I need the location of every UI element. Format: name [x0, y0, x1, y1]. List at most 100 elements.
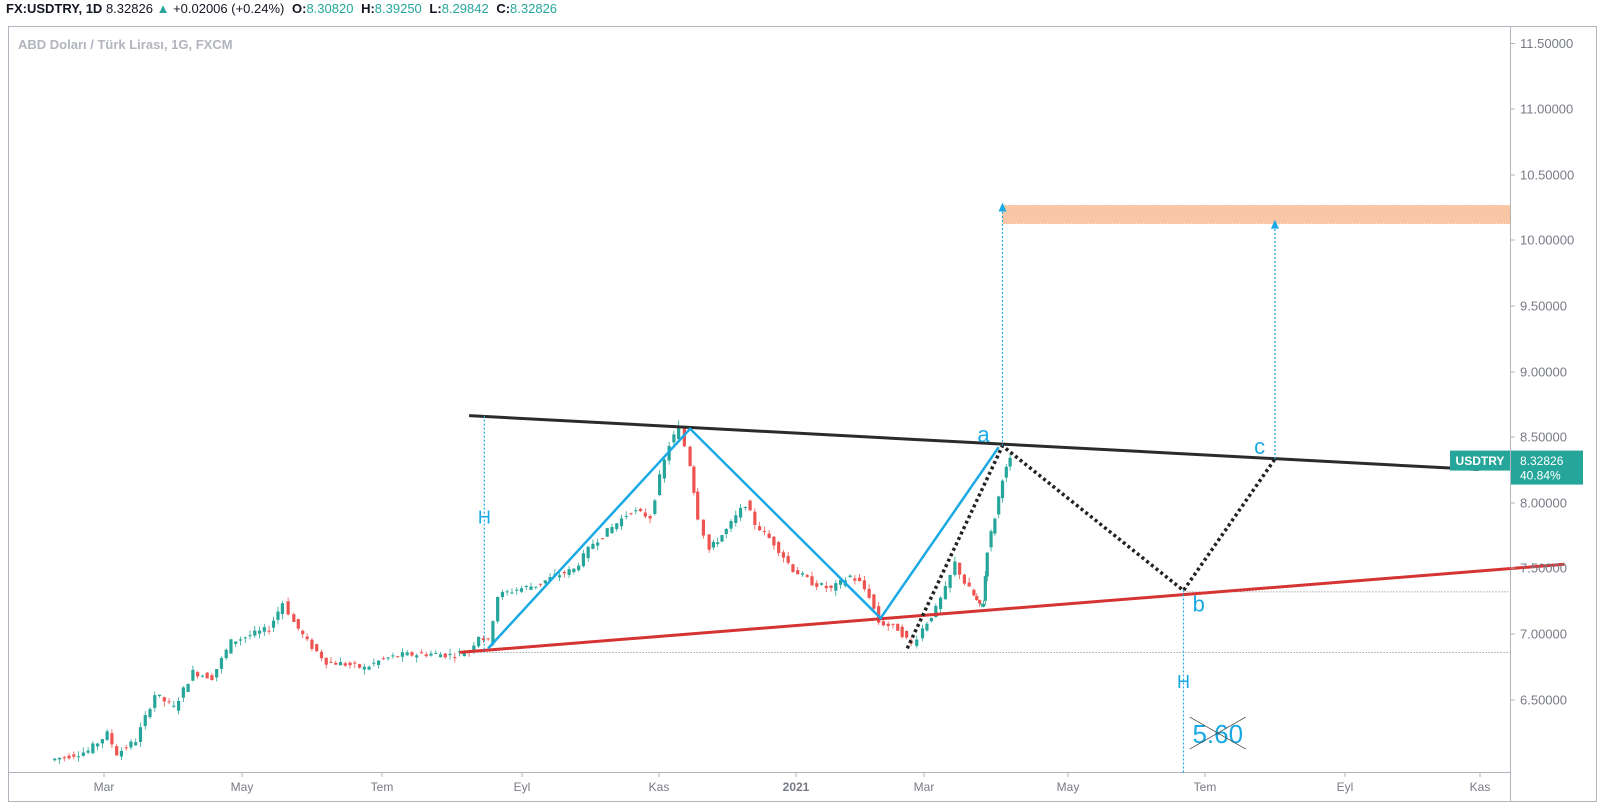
candle-body	[877, 606, 881, 623]
candle-body	[562, 572, 566, 574]
candle-body	[696, 491, 700, 520]
candle-body	[948, 574, 952, 588]
candle-body	[181, 687, 185, 698]
point-label: b	[1193, 592, 1205, 617]
y-tick-label: 8.50000	[1520, 430, 1567, 445]
candle-body	[815, 583, 819, 587]
candle-body	[538, 583, 543, 585]
candle-body	[572, 568, 576, 573]
y-tick-label: 10.00000	[1520, 233, 1574, 248]
last-price: 8.32826	[105, 1, 153, 16]
candle-body	[953, 561, 957, 575]
candle-body	[157, 694, 162, 696]
candle-body	[96, 743, 100, 747]
candle-body	[862, 580, 866, 590]
close-value: 8.32826	[510, 1, 558, 16]
y-tick-label: 8.00000	[1520, 496, 1567, 511]
candle-body	[925, 623, 929, 631]
candle-body	[253, 630, 257, 636]
target-arrow-icon	[1270, 219, 1279, 229]
change-arrow-icon: ▲	[156, 1, 170, 16]
candle-body	[781, 552, 786, 558]
candle-body	[915, 639, 919, 646]
candle-body	[638, 508, 643, 512]
x-tick-label: May	[1057, 780, 1080, 794]
candle-body	[648, 515, 652, 519]
candle-body	[296, 619, 300, 629]
candle-body	[353, 662, 357, 664]
candle-body	[462, 653, 466, 657]
high-value: 8.39250	[374, 1, 422, 16]
candle-body	[891, 623, 895, 625]
candle-body	[53, 758, 57, 761]
candle-body	[707, 534, 711, 550]
candle-body	[805, 575, 809, 577]
candle-body	[215, 669, 219, 678]
candle-body	[176, 700, 181, 711]
x-tick-label: May	[231, 780, 254, 794]
candle-body	[448, 653, 452, 656]
candle-body	[729, 521, 733, 529]
candle-body	[524, 585, 528, 587]
strike-line	[1189, 716, 1246, 750]
candle-body	[510, 592, 514, 594]
candle-body	[534, 586, 538, 588]
candle-body	[605, 528, 609, 537]
candle-body	[186, 683, 190, 693]
candle-body	[267, 630, 271, 632]
candle-body	[1000, 480, 1005, 499]
candle-body	[205, 672, 209, 679]
candle-body	[486, 638, 490, 640]
candle-body	[886, 623, 890, 626]
candle-body	[372, 662, 376, 664]
candle-body	[591, 543, 595, 549]
candle-body	[391, 655, 395, 657]
candle-body	[596, 542, 600, 546]
candle-body	[881, 621, 886, 626]
candle-body	[429, 653, 433, 656]
x-tick-label: Eyl	[514, 780, 531, 794]
candle-body	[586, 546, 590, 559]
candle-body	[167, 701, 171, 703]
candle-body	[619, 518, 624, 527]
candle-body	[682, 427, 686, 447]
candle-body	[348, 662, 352, 666]
y-tick-label: 11.00000	[1520, 102, 1573, 117]
candle-body	[100, 739, 104, 744]
candle-body	[762, 530, 766, 532]
candle-body	[557, 575, 562, 578]
candle-body	[124, 747, 128, 749]
candle-body	[134, 742, 138, 746]
candle-body	[943, 586, 947, 600]
candle-body	[819, 583, 824, 585]
candle-body	[129, 741, 133, 748]
candle-body	[711, 541, 716, 548]
candle-body	[848, 575, 852, 577]
candle-body	[419, 652, 424, 654]
candle-body	[505, 591, 509, 593]
candle-body	[985, 552, 989, 577]
resistance-trendline	[469, 414, 1479, 472]
candle-body	[634, 510, 638, 512]
candle-body	[577, 565, 581, 571]
candle-body	[624, 515, 628, 517]
candle-body	[688, 446, 692, 466]
price-label-symbol: USDTRY	[1456, 454, 1505, 468]
candle-body	[692, 466, 696, 493]
candle-body	[301, 630, 305, 635]
candle-body	[292, 614, 296, 622]
price-label-value: 8.32826	[1520, 454, 1564, 468]
candle-body	[786, 555, 790, 563]
candle-body	[920, 628, 925, 639]
measure-label: H	[478, 507, 491, 527]
candle-body	[262, 627, 266, 632]
point-label: a	[977, 422, 990, 447]
candle-body	[934, 605, 938, 618]
x-tick-label: Kas	[649, 780, 670, 794]
candle-body	[929, 617, 933, 622]
candle-body	[896, 623, 900, 631]
target-arrow-icon	[998, 202, 1007, 212]
candle-body	[410, 652, 414, 656]
x-tick-label: 2021	[783, 780, 810, 794]
